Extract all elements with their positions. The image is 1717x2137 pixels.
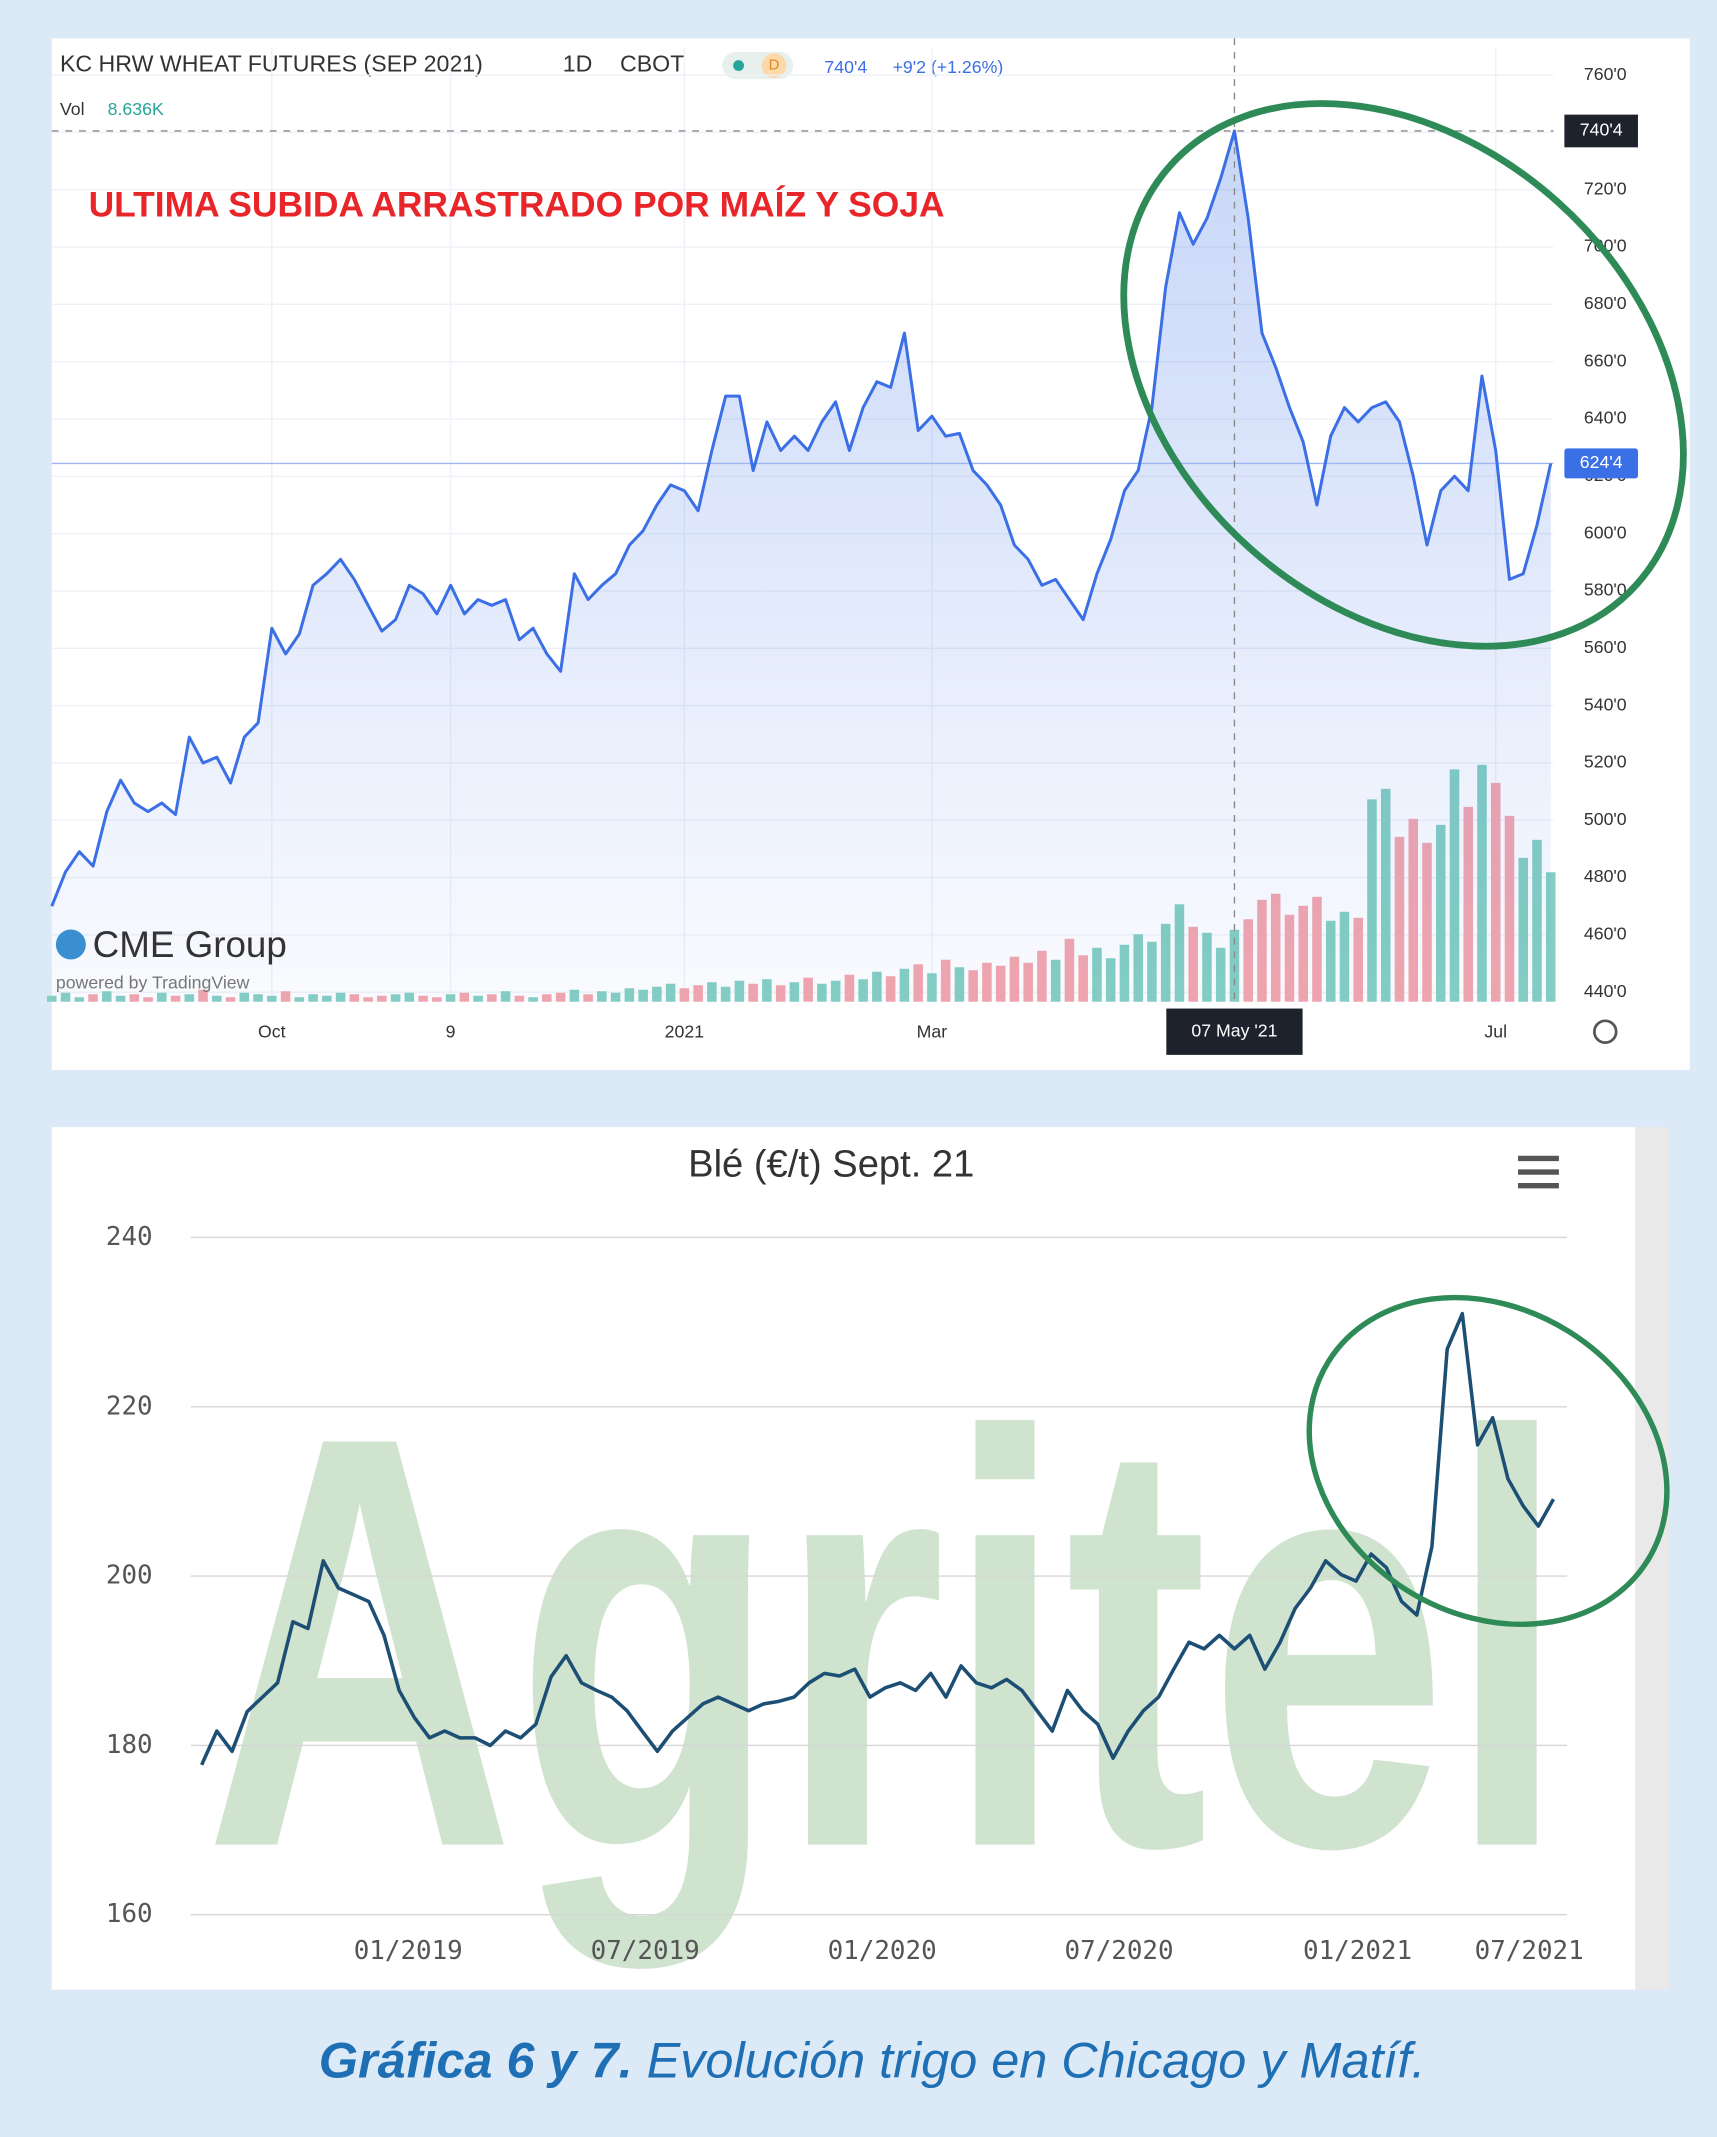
x-tick-label: 07/2021 bbox=[1475, 1936, 1584, 1966]
y-tick-label: 600'0 bbox=[1584, 522, 1627, 542]
volume-value: 8.636K bbox=[108, 99, 164, 119]
quote: 740'4 bbox=[824, 57, 867, 77]
y-tick-label: 500'0 bbox=[1584, 809, 1627, 829]
price-line bbox=[200, 1311, 1556, 1766]
highlight-ellipse bbox=[1120, 100, 1687, 650]
y-tick-label: 640'0 bbox=[1584, 408, 1627, 428]
chart-title: Blé (€/t) Sept. 21 bbox=[688, 1143, 974, 1186]
last-price-label: 624'4 bbox=[1580, 452, 1623, 472]
x-tick-label: Oct bbox=[258, 1022, 286, 1042]
x-tick-label: 01/2020 bbox=[828, 1936, 937, 1966]
y-tick-label: 520'0 bbox=[1584, 752, 1627, 772]
overlay: ULTIMA SUBIDA ARRASTRADO POR MAÍZ Y SOJA… bbox=[55, 100, 1687, 2089]
y-tick-label: 160 bbox=[106, 1899, 153, 1929]
interval: 1D bbox=[563, 51, 593, 77]
x-tick-label: Mar bbox=[917, 1022, 948, 1042]
bottom-panel bbox=[51, 1127, 1636, 1990]
y-tick-label: 460'0 bbox=[1584, 924, 1627, 944]
x-tick-label: 9 bbox=[446, 1022, 456, 1042]
status-dot bbox=[733, 60, 745, 72]
y-tick-label: 720'0 bbox=[1584, 178, 1627, 198]
volume-label: Vol bbox=[60, 99, 85, 119]
last-price-tag bbox=[1564, 448, 1638, 479]
y-tick-label: 560'0 bbox=[1584, 637, 1627, 657]
x-tick-label: 01/2019 bbox=[354, 1936, 463, 1966]
powered-by: powered by TradingView bbox=[56, 973, 250, 993]
x-tick-label: 2021 bbox=[665, 1022, 704, 1042]
y-tick-label: 680'0 bbox=[1584, 293, 1627, 313]
quote-change: +9'2 (+1.26%) bbox=[893, 57, 1004, 77]
y-tick-label: 240 bbox=[106, 1222, 153, 1252]
crosshair-y-label: 740'4 bbox=[1580, 120, 1623, 140]
area bbox=[51, 130, 1551, 1002]
crosshair-y-tag bbox=[1564, 114, 1638, 148]
y-tick-label: 220 bbox=[106, 1391, 153, 1421]
x-tick-label: 07/2020 bbox=[1065, 1936, 1174, 1966]
chart-chicago: KC HRW WHEAT FUTURES (SEP 2021) 1D CBOT … bbox=[47, 38, 1638, 1055]
crosshair-x-label: 07 May '21 bbox=[1191, 1020, 1277, 1040]
chart-matif: Blé (€/t) Sept. 21 Agritel 160 180 200 220 24… bbox=[106, 1143, 1584, 1973]
exchange: CBOT bbox=[620, 51, 684, 77]
brand-icon bbox=[55, 929, 86, 960]
price-line bbox=[50, 129, 1553, 907]
brand: CME Group bbox=[93, 924, 287, 965]
scroll-strip bbox=[1635, 1127, 1670, 1990]
caption: Gráfica 6 y 7. Evolución trigo en Chicag… bbox=[319, 2032, 1426, 2089]
y-tick-label: 200 bbox=[106, 1561, 153, 1591]
y-tick-label: 660'0 bbox=[1584, 350, 1627, 370]
x-tick-label: 01/2021 bbox=[1303, 1936, 1412, 1966]
caption-label: Gráfica 6 y 7. bbox=[319, 2032, 633, 2089]
y-tick-label: 440'0 bbox=[1584, 981, 1627, 1001]
caption-text: Evolución trigo en Chicago y Matíf. bbox=[647, 2032, 1426, 2089]
badge: D bbox=[769, 57, 780, 74]
settings-icon[interactable] bbox=[1592, 1019, 1618, 1044]
y-tick-label: 540'0 bbox=[1584, 694, 1627, 714]
y-tick-label: 760'0 bbox=[1584, 64, 1627, 84]
badge-bg bbox=[761, 53, 787, 78]
x-tick-label: 07/2019 bbox=[591, 1936, 700, 1966]
crosshair-x-tag bbox=[1166, 1008, 1303, 1055]
y-tick-label: 180 bbox=[106, 1730, 153, 1760]
y-tick-label: 480'0 bbox=[1584, 866, 1627, 886]
x-tick-label: Jul bbox=[1484, 1022, 1507, 1042]
watermark: Agritel bbox=[204, 1316, 1567, 1973]
highlight-ellipse bbox=[1306, 1294, 1670, 1628]
y-tick-label: 580'0 bbox=[1584, 580, 1627, 600]
menu-icon[interactable] bbox=[1518, 1155, 1559, 1189]
annotation: ULTIMA SUBIDA ARRASTRADO POR MAÍZ Y SOJA bbox=[89, 185, 945, 225]
